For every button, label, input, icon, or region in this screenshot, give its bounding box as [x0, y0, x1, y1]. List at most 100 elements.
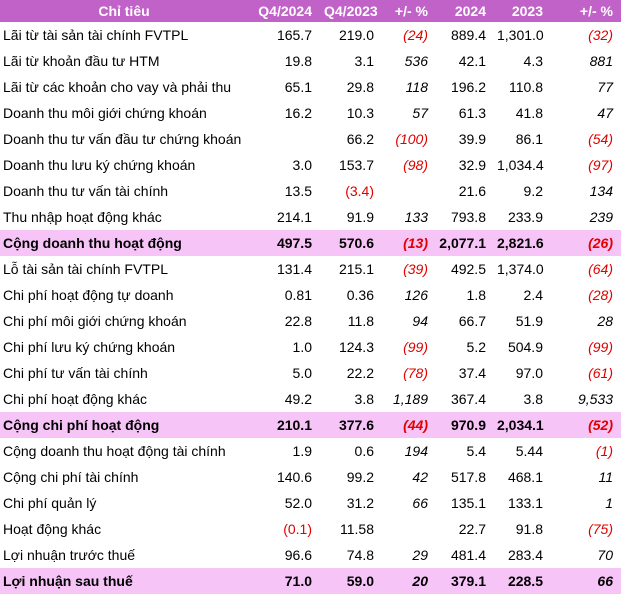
cell: 133	[404, 209, 428, 225]
cell: (98)	[403, 157, 428, 173]
cell: 39.9	[458, 131, 486, 147]
cell: 165.7	[276, 27, 312, 43]
row-label: Doanh thu môi giới chứng khoán	[3, 105, 207, 121]
cell: 47	[597, 105, 613, 121]
cell: (28)	[588, 287, 613, 303]
cell: 2,034.1	[494, 412, 551, 438]
cell: 5.2	[466, 339, 486, 355]
cell: 1.9	[292, 443, 312, 459]
header-cell: Chỉ tiêu	[0, 0, 252, 22]
cell: 5.4	[466, 443, 486, 459]
cell: 77	[597, 79, 613, 95]
table-row: Cộng chi phí tài chính 140.6 99.2 42 517.8 46…	[0, 464, 621, 490]
table-row: Lãi từ các khoản cho vay và phải thu 65.1…	[0, 74, 621, 100]
cell: 96.6	[284, 547, 312, 563]
cell: 233.9	[507, 209, 543, 225]
cell	[382, 178, 436, 204]
cell: 11.8	[347, 313, 374, 329]
table-row: Lãi từ tài sản tài chính FVTPL 165.7 219.0…	[0, 22, 621, 48]
cell: (64)	[588, 261, 613, 277]
cell: 497.5	[252, 230, 320, 256]
cell: 51.9	[515, 313, 543, 329]
cell: 135.1	[450, 495, 486, 511]
table-row: Lợi nhuận trước thuế 96.6 74.8 29 481.4 283.4…	[0, 542, 621, 568]
cell: 536	[404, 53, 428, 69]
cell: 11.58	[340, 521, 374, 537]
cell: 37.4	[458, 365, 486, 381]
table-row: Doanh thu tư vấn tài chính 13.5 (3.4) 21.6 9…	[0, 178, 621, 204]
cell: (78)	[403, 365, 428, 381]
cell: 1,034.4	[497, 157, 544, 173]
cell: 2,821.6	[494, 230, 551, 256]
cell: 91.8	[515, 521, 543, 537]
header-cell: +/- %	[382, 0, 436, 22]
cell: 2.4	[523, 287, 543, 303]
cell: 13.5	[284, 183, 312, 199]
cell: 22.2	[346, 365, 374, 381]
cell: 283.4	[507, 547, 543, 563]
cell: 492.5	[450, 261, 486, 277]
row-label: Lợi nhuận sau thuế	[0, 568, 252, 594]
cell: 140.6	[276, 469, 312, 485]
cell	[252, 126, 320, 152]
cell: (52)	[551, 412, 621, 438]
cell: 110.8	[509, 79, 543, 95]
header-cell: Q4/2023	[320, 0, 382, 22]
table-row: Chi phí lưu ký chứng khoán 1.0 124.3 (99) 5.…	[0, 334, 621, 360]
cell: 215.1	[338, 261, 374, 277]
cell: 793.8	[450, 209, 486, 225]
cell: 153.7	[338, 157, 374, 173]
cell: 4.3	[523, 53, 543, 69]
table-row: Chi phí quản lý 52.0 31.2 66 135.1 133.1 1	[0, 490, 621, 516]
cell: 59.0	[320, 568, 382, 594]
cell: 194	[404, 443, 428, 459]
table-row: Hoạt động khác (0.1) 11.58 22.7 91.8 (75)	[0, 516, 621, 542]
cell: 1,374.0	[497, 261, 544, 277]
cell: 10.3	[346, 105, 374, 121]
cell: 42.1	[458, 53, 486, 69]
header-cell: +/- %	[551, 0, 621, 22]
row-label: Doanh thu lưu ký chứng khoán	[3, 157, 196, 173]
cell: 70	[597, 547, 613, 563]
cell: (44)	[382, 412, 436, 438]
row-label: Chi phí quản lý	[3, 495, 97, 511]
table-row: Lỗ tài sản tài chính FVTPL 131.4 215.1 (39)…	[0, 256, 621, 282]
row-label: Lãi từ khoản đầu tư HTM	[3, 53, 160, 69]
cell: 196.2	[450, 79, 486, 95]
table-row: Doanh thu tư vấn đầu tư chứng khoán 66.2 (…	[0, 126, 621, 152]
cell: 49.2	[284, 391, 312, 407]
cell: 214.1	[276, 209, 312, 225]
cell: 126	[404, 287, 428, 303]
cell: (97)	[588, 157, 613, 173]
cell: 1,301.0	[497, 27, 544, 43]
cell: 0.36	[346, 287, 374, 303]
cell: 881	[589, 53, 613, 69]
cell: 367.4	[450, 391, 486, 407]
cell: 97.0	[515, 365, 543, 381]
cell: 22.7	[458, 521, 486, 537]
cell: 61.3	[458, 105, 486, 121]
cell: 3.1	[354, 53, 374, 69]
cell: (75)	[588, 521, 613, 537]
cell: 5.0	[292, 365, 312, 381]
table-row: Chi phí môi giới chứng khoán 22.8 11.8 94 66…	[0, 308, 621, 334]
cell: (0.1)	[283, 521, 312, 537]
cell: 5.44	[515, 443, 543, 459]
cell: 118	[405, 79, 428, 95]
cell: 42	[412, 469, 428, 485]
row-label: Thu nhập hoạt động khác	[3, 209, 162, 225]
cell: 3.8	[523, 391, 543, 407]
row-label: Cộng chi phí hoạt động	[0, 412, 252, 438]
cell: (24)	[403, 27, 428, 43]
cell: 1	[605, 495, 613, 511]
row-label: Chi phí hoạt động khác	[3, 391, 147, 407]
cell: 20	[382, 568, 436, 594]
cell: 57	[412, 105, 428, 121]
cell: 517.8	[450, 469, 486, 485]
cell: 2,077.1	[436, 230, 494, 256]
cell: 22.8	[284, 313, 312, 329]
total-row: Lợi nhuận sau thuế 71.0 59.0 20 379.1 228.5 66	[0, 568, 621, 594]
row-label: Chi phí hoạt động tự doanh	[3, 287, 174, 303]
